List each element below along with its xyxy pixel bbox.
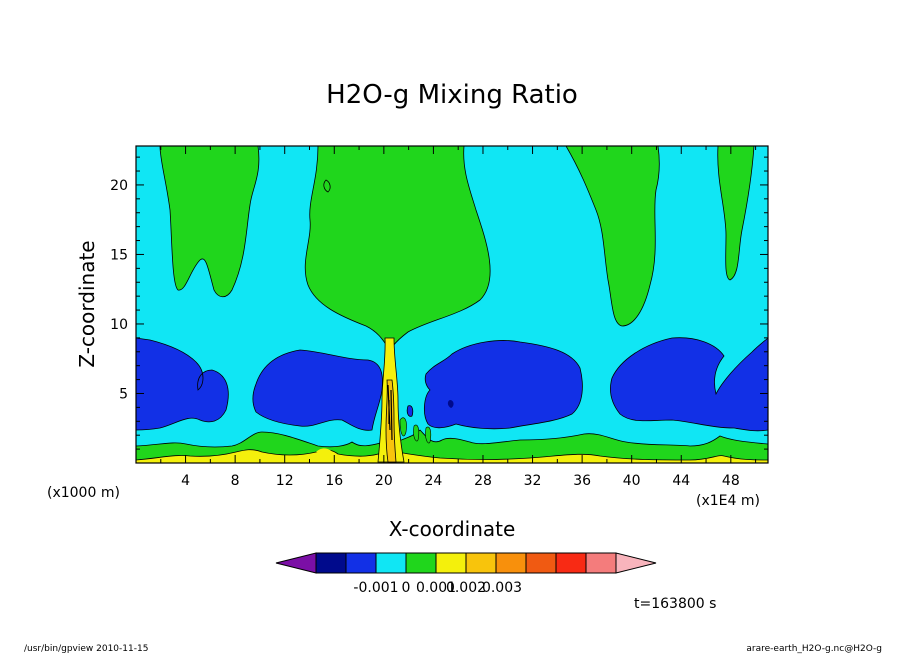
colorbar-swatch bbox=[375, 552, 407, 574]
x-unit-label: (x1E4 m) bbox=[696, 493, 760, 509]
x-tick-label: 48 bbox=[722, 473, 740, 489]
central-column-core bbox=[387, 384, 393, 441]
x-tick-label: 24 bbox=[424, 473, 442, 489]
upper-green-region bbox=[565, 146, 660, 327]
x-tick-label: 8 bbox=[231, 473, 240, 489]
green-wisp bbox=[425, 426, 432, 444]
x-tick-label: 16 bbox=[325, 473, 343, 489]
x-tick-label: 12 bbox=[276, 473, 294, 489]
chart-title: H2O-g Mixing Ratio bbox=[326, 80, 578, 110]
colorbar-swatch bbox=[345, 552, 377, 574]
blue-region bbox=[136, 337, 229, 431]
x-tick-label: 20 bbox=[375, 473, 393, 489]
plot-frame bbox=[135, 145, 769, 464]
y-tick-label: 5 bbox=[119, 386, 128, 402]
colorbar-swatch bbox=[405, 552, 437, 574]
footer-left: /usr/bin/gpview 2010-11-15 bbox=[24, 644, 148, 654]
y-axis: 5 10 15 20 bbox=[110, 156, 768, 450]
colorbar-swatch bbox=[315, 552, 347, 574]
colorbar-swatch bbox=[435, 552, 467, 574]
colorbar-under-arrow bbox=[275, 552, 317, 574]
x-tick-label: 40 bbox=[623, 473, 641, 489]
yellow-surface-band bbox=[316, 448, 334, 454]
x-tick-label: 28 bbox=[474, 473, 492, 489]
colorbar-swatch bbox=[525, 552, 557, 574]
blue-region bbox=[424, 340, 583, 430]
y-tick-label: 15 bbox=[110, 247, 128, 263]
colorbar-label: -0.001 bbox=[353, 580, 398, 596]
blue-region bbox=[610, 337, 768, 432]
colorbar-label: 0.002 bbox=[446, 580, 486, 596]
x-tick-label: 44 bbox=[672, 473, 690, 489]
colorbar-label: 0.001 bbox=[416, 580, 456, 596]
blue-region bbox=[406, 405, 414, 417]
colorbar-swatch bbox=[465, 552, 497, 574]
x-axis: 4 8 12 16 20 24 28 32 36 40 44 48 bbox=[160, 146, 757, 489]
y-tick-label: 20 bbox=[110, 178, 128, 194]
colorbar-swatch bbox=[585, 552, 617, 574]
x-tick-label: 4 bbox=[181, 473, 190, 489]
y-tick-label: 10 bbox=[110, 317, 128, 333]
green-wisp bbox=[399, 417, 407, 437]
blue-region bbox=[252, 349, 383, 431]
footer-right: arare-earth_H2O-g.nc@H2O-g bbox=[746, 644, 882, 654]
x-axis-title: X-coordinate bbox=[389, 517, 516, 541]
colorbar-label: 0.003 bbox=[482, 580, 522, 596]
colorbar-over-arrow bbox=[615, 552, 657, 574]
x-tick-label: 36 bbox=[573, 473, 591, 489]
yellow-surface-band bbox=[136, 449, 768, 463]
upper-green-region bbox=[717, 146, 755, 281]
upper-green-region bbox=[323, 179, 331, 193]
colorbar-swatch bbox=[555, 552, 587, 574]
x-tick-label: 32 bbox=[524, 473, 542, 489]
blue-region bbox=[447, 400, 454, 408]
green-wisp bbox=[413, 424, 420, 442]
y-axis-title: Z-coordinate bbox=[75, 240, 99, 367]
time-label: t=163800 s bbox=[634, 596, 716, 612]
y-unit-label: (x1000 m) bbox=[47, 485, 120, 501]
upper-green-region bbox=[159, 146, 260, 298]
colorbar-label: 0 bbox=[402, 580, 411, 596]
colorbar-swatch bbox=[495, 552, 527, 574]
